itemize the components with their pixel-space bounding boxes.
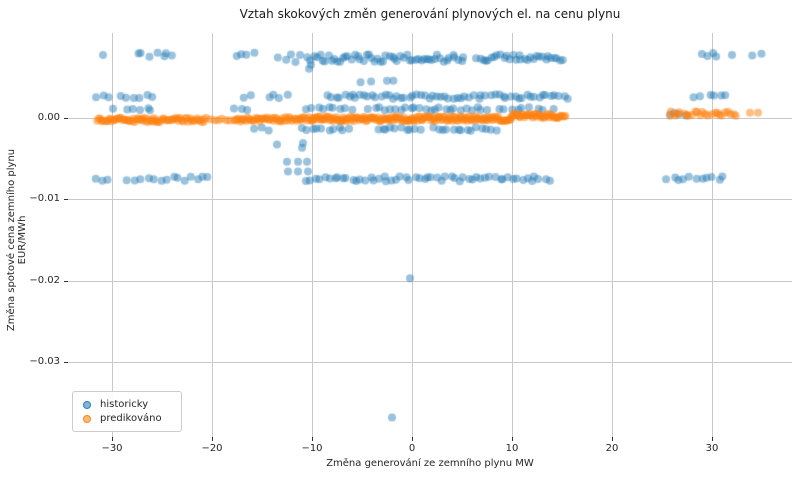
y-axis-label: Změna spotové cena zemního plynu EUR/MWh: [6, 148, 28, 332]
x-tick-label: 0: [408, 443, 416, 454]
x-tick-label: 10: [505, 443, 519, 454]
x-tick-mark: [712, 437, 713, 441]
x-tick-label: −10: [301, 443, 323, 454]
y-tick-label: −0.03: [29, 356, 60, 368]
x-tick-mark: [512, 437, 513, 441]
y-tick-mark: [64, 362, 68, 364]
legend-entry-historicky: historicky: [80, 398, 173, 411]
legend-label: historicky: [100, 399, 149, 410]
x-tick-mark: [312, 437, 313, 441]
y-tick-label: −0.01: [29, 193, 60, 205]
y-tick-label: 0.00: [37, 111, 60, 123]
x-tick-label: 20: [605, 443, 619, 454]
x-tick-label: −30: [101, 443, 123, 454]
y-tick-mark: [64, 199, 68, 201]
y-tick-mark: [64, 117, 68, 119]
x-tick-mark: [112, 437, 113, 441]
x-tick-mark: [212, 437, 213, 441]
legend-label: predikováno: [100, 413, 162, 424]
legend-entry-predikovano: predikováno: [80, 412, 173, 425]
predikovano-dot-icon: [83, 414, 91, 423]
legend: historicky predikováno: [72, 391, 182, 432]
y-tick-mark: [64, 280, 68, 282]
y-tick-label: −0.02: [29, 274, 60, 286]
x-tick-label: −20: [201, 443, 223, 454]
x-tick-label: 30: [705, 443, 719, 454]
historicky-dot-icon: [83, 400, 91, 409]
x-axis-label: Změna generování ze zemního plynu MW: [326, 458, 534, 469]
x-tick-mark: [412, 437, 413, 441]
x-tick-mark: [612, 437, 613, 441]
